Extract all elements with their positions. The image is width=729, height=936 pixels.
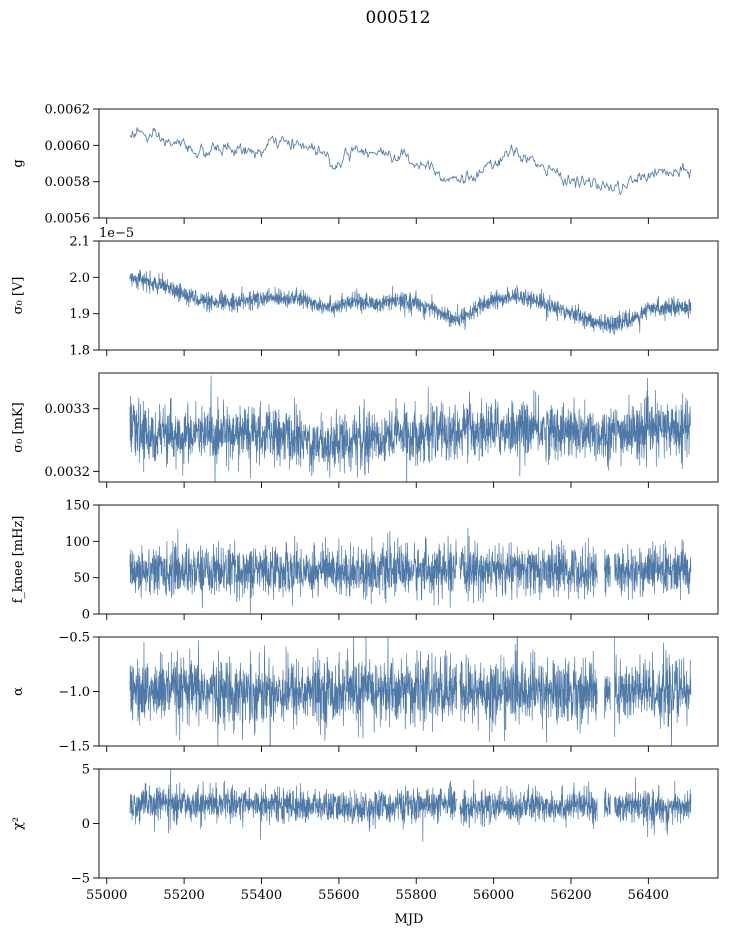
y-tick-label: −0.5 (58, 631, 90, 646)
y-axis-label: σ₀ [mK] (11, 402, 26, 452)
x-tick-label: 55600 (318, 888, 359, 903)
y-tick-label: 0.0033 (45, 402, 91, 417)
y-tick-label: 50 (73, 571, 90, 586)
panel-gain: 0.0056 0.0058 0.0060 0.0062 g (11, 103, 719, 227)
y-tick-label: −1.5 (58, 740, 90, 755)
y-tick-label: 0 (82, 817, 90, 832)
y-tick-label: 1.9 (69, 307, 90, 322)
panel-sigma0-mk: 0.0032 0.0033 σ₀ [mK] (11, 372, 719, 488)
series-line-sigma0-mk (129, 375, 692, 482)
x-tick-label: 55000 (86, 888, 127, 903)
y-axis-label: σ₀ [V] (11, 277, 26, 315)
panel-sigma0-volts: 1.8 1.9 2.0 2.1 1e−5 σ₀ [V] (11, 226, 719, 359)
series-line-gain (129, 127, 692, 196)
axes-frame (98, 504, 719, 615)
axes-frame (98, 768, 719, 879)
y-axis-label: χ² (11, 817, 26, 830)
axes-frame (98, 372, 719, 483)
series-line-fknee (129, 527, 692, 614)
y-tick-label: 150 (65, 499, 90, 514)
y-tick-label: 2.1 (69, 235, 90, 250)
series-line-alpha (129, 637, 692, 746)
y-tick-label: 5 (82, 763, 90, 778)
y-tick-label: −1.0 (58, 685, 90, 700)
y-tick-label: 0.0032 (45, 465, 91, 480)
y-tick-label: 0.0058 (45, 175, 91, 190)
panels-container: 0.0056 0.0058 0.0060 0.0062 g 1.8 1.9 2.0 2.1 1e−… (11, 103, 719, 903)
series-line-sigma0-volts (129, 269, 692, 335)
x-axis-label: MJD (395, 912, 424, 927)
y-tick-label: 0.0056 (45, 212, 91, 227)
axes-frame (98, 240, 719, 351)
x-tick-label: 56200 (550, 888, 591, 903)
y-tick-label: −5 (71, 872, 90, 887)
series-line-chi2 (129, 769, 692, 842)
y-axis-label: g (11, 159, 26, 167)
panel-chi2: −5 0 5 55000 55200 55400 55600 55800 56000 56200 5… (11, 763, 719, 903)
y-tick-label: 100 (65, 535, 90, 550)
axes-frame (98, 108, 719, 219)
y-axis-label: α (11, 687, 26, 696)
x-tick-label: 55200 (163, 888, 204, 903)
x-tick-label: 55800 (396, 888, 437, 903)
y-tick-label: 0.0060 (45, 139, 91, 154)
x-tick-label: 56400 (628, 888, 669, 903)
y-tick-label: 1.8 (69, 344, 90, 359)
chart-title: 000512 (366, 8, 431, 28)
y-tick-label: 0.0062 (45, 103, 91, 118)
panel-alpha: −1.5 −1.0 −0.5 α (11, 631, 719, 755)
y-axis-label: f_knee [mHz] (11, 516, 26, 604)
x-tick-label: 56000 (473, 888, 514, 903)
x-tick-label: 55400 (241, 888, 282, 903)
y-offset-text: 1e−5 (99, 226, 134, 241)
panel-fknee: 0 50 100 150 f_knee [mHz] (11, 499, 719, 623)
y-tick-label: 0 (82, 608, 90, 623)
y-tick-label: 2.0 (69, 271, 90, 286)
